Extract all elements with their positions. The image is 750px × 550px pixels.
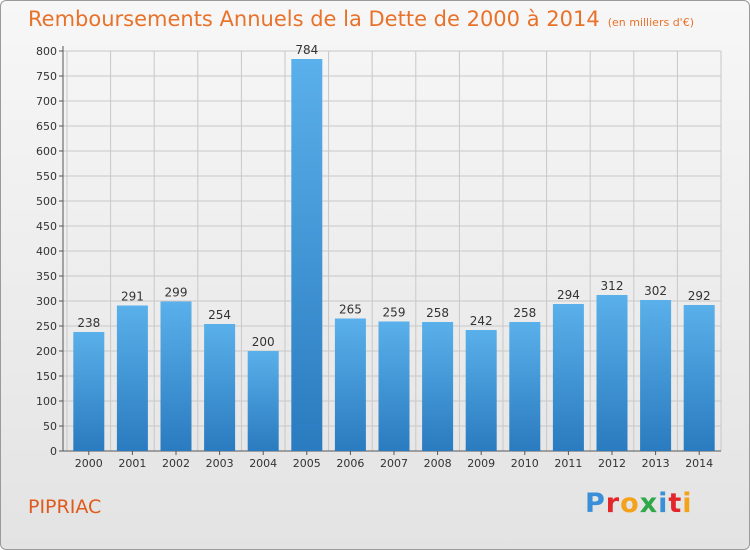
bar bbox=[465, 330, 497, 451]
x-tick-label: 2012 bbox=[598, 457, 626, 470]
logo-letter: i bbox=[658, 488, 669, 519]
bar bbox=[683, 305, 715, 451]
x-tick-label: 2006 bbox=[336, 457, 364, 470]
x-tick-label: 2000 bbox=[75, 457, 103, 470]
chart-unit-label: (en milliers d'€) bbox=[607, 16, 694, 29]
data-label: 294 bbox=[557, 288, 580, 302]
bar bbox=[204, 324, 236, 451]
y-tick-label: 0 bbox=[50, 445, 57, 458]
x-tick-labels: 2000 2001 2002 2003 2004 2005 2006 2007 2008 2009… bbox=[75, 457, 713, 470]
data-label: 302 bbox=[644, 284, 667, 298]
y-tick-label: 350 bbox=[36, 270, 57, 283]
data-labels: 238 291 299 254 200 784 265 259 258 242 258 294 312 3… bbox=[77, 43, 710, 349]
x-tick-label: 2013 bbox=[642, 457, 670, 470]
bar bbox=[378, 321, 410, 451]
logo-letter: t bbox=[668, 488, 683, 519]
proxiti-logo: Proxiti bbox=[585, 488, 693, 519]
x-tick-label: 2011 bbox=[554, 457, 582, 470]
data-label: 242 bbox=[470, 314, 493, 328]
x-tick-label: 2002 bbox=[162, 457, 190, 470]
x-tick-label: 2007 bbox=[380, 457, 408, 470]
logo-letter: i bbox=[682, 488, 693, 519]
bar bbox=[640, 300, 672, 451]
y-tick-label: 600 bbox=[36, 145, 57, 158]
bar bbox=[247, 351, 279, 451]
x-tick-label: 2001 bbox=[118, 457, 146, 470]
data-label: 200 bbox=[252, 335, 275, 349]
data-label: 784 bbox=[295, 43, 318, 57]
y-tick-label: 500 bbox=[36, 195, 57, 208]
logo-letter: P bbox=[585, 488, 606, 519]
data-label: 291 bbox=[121, 290, 144, 304]
y-tick-label: 750 bbox=[36, 70, 57, 83]
data-label: 299 bbox=[165, 286, 188, 300]
bar bbox=[422, 322, 454, 451]
chart-title: Remboursements Annuels de la Dette de 20… bbox=[28, 7, 694, 31]
y-tick-label: 300 bbox=[36, 295, 57, 308]
logo-letter: o bbox=[620, 488, 640, 519]
chart-title-text: Remboursements Annuels de la Dette de 20… bbox=[28, 7, 600, 31]
x-tick-label: 2014 bbox=[685, 457, 713, 470]
bar bbox=[509, 322, 541, 451]
bars bbox=[73, 59, 715, 451]
bar bbox=[334, 318, 366, 451]
commune-name: PIPRIAC bbox=[28, 496, 102, 518]
bar bbox=[596, 295, 628, 451]
data-label: 265 bbox=[339, 303, 362, 317]
bar bbox=[73, 332, 105, 451]
y-tick-label: 450 bbox=[36, 220, 57, 233]
y-tick-label: 100 bbox=[36, 395, 57, 408]
bar bbox=[116, 305, 148, 451]
x-tick-label: 2003 bbox=[206, 457, 234, 470]
x-tick-label: 2008 bbox=[424, 457, 452, 470]
y-tick-label: 400 bbox=[36, 245, 57, 258]
bar bbox=[291, 59, 323, 451]
y-tick-label: 250 bbox=[36, 320, 57, 333]
x-tick-label: 2004 bbox=[249, 457, 277, 470]
logo-letter: x bbox=[639, 488, 659, 519]
bar bbox=[552, 304, 584, 451]
data-label: 238 bbox=[77, 316, 100, 330]
y-tick-labels: 0 50 100 150 200 250 300 350 400 450 500 550 600 650 7… bbox=[36, 45, 57, 458]
data-label: 254 bbox=[208, 308, 231, 322]
y-tick-label: 800 bbox=[36, 45, 57, 58]
y-tick-label: 650 bbox=[36, 120, 57, 133]
data-label: 292 bbox=[688, 289, 711, 303]
logo-letter: r bbox=[605, 488, 621, 519]
x-tick-label: 2009 bbox=[467, 457, 495, 470]
y-tick-label: 700 bbox=[36, 95, 57, 108]
bar bbox=[160, 301, 192, 451]
y-tick-label: 50 bbox=[43, 420, 57, 433]
y-tick-label: 150 bbox=[36, 370, 57, 383]
data-label: 312 bbox=[601, 279, 624, 293]
x-tick-label: 2010 bbox=[511, 457, 539, 470]
data-label: 258 bbox=[426, 306, 449, 320]
y-tick-label: 550 bbox=[36, 170, 57, 183]
y-tick-label: 200 bbox=[36, 345, 57, 358]
data-label: 259 bbox=[383, 306, 406, 320]
x-tick-label: 2005 bbox=[293, 457, 321, 470]
data-label: 258 bbox=[513, 306, 536, 320]
